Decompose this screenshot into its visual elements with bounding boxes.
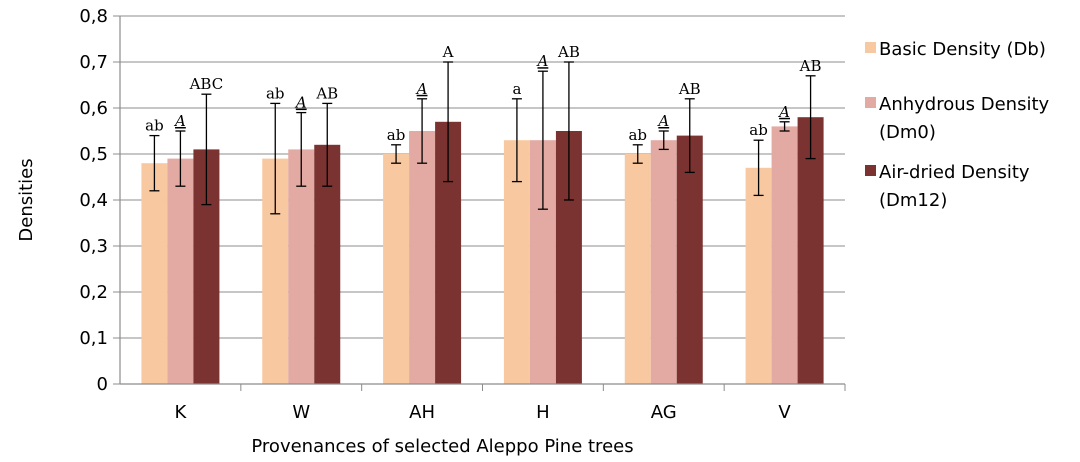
x-tick-label: W [292,402,310,423]
legend-label: Anhydrous Density (Dm0) [879,94,1050,143]
bar [745,167,772,384]
significance-label: ab [628,126,647,144]
significance-label: A [777,103,790,121]
bar [650,140,677,384]
bar [167,158,194,384]
x-tick-label: AH [409,402,435,423]
legend-swatch [865,97,876,108]
bar [797,117,824,384]
bar [409,131,436,384]
x-tick-label: H [536,402,550,423]
legend-swatch [865,165,876,176]
x-tick-label: AG [651,402,677,423]
significance-label: AB [315,84,338,102]
legend-label: Basic Density (Db) [879,39,1046,60]
significance-label: A [442,43,454,61]
y-tick-label: 0,6 [79,98,108,119]
bar [141,163,168,384]
significance-label: a [512,80,521,98]
legend-swatch [865,42,876,53]
y-tick-label: 0,5 [79,144,108,165]
y-tick-label: 0,3 [79,236,108,257]
significance-label: A [173,112,186,130]
significance-label: ABC [189,75,224,93]
bar [383,154,410,384]
bars [141,117,824,385]
error-bars [149,61,816,215]
y-tick-label: 0,4 [79,190,108,211]
y-axis-ticks: 0 0,1 0,2 0,3 0,4 0,5 0,6 0,7 0,8 [79,6,120,395]
x-tick-label: V [778,402,791,423]
x-axis-ticks: K W AH H AG V [175,384,846,423]
y-tick-label: 0,7 [79,52,108,73]
significance-label: A [415,80,428,98]
y-axis-title: Densities [16,158,37,241]
significance-label: A [294,94,307,112]
significance-label: A [535,52,548,70]
y-tick-label: 0,1 [79,328,108,349]
bar [771,126,798,385]
x-axis-title: Provenances of selected Aleppo Pine tree… [251,436,633,457]
y-tick-label: 0,2 [79,282,108,303]
legend-label: Air-dried Density (Dm12) [879,162,1030,211]
legend: Basic Density (Db) Anhydrous Density (Dm0)… [865,39,1050,211]
significance-label: AB [799,57,822,75]
significance-label: AB [557,43,580,61]
x-tick-label: K [175,402,188,423]
y-tick-label: 0 [97,374,108,395]
bar [676,135,703,384]
significance-label: ab [266,84,285,102]
gridlines [120,15,845,339]
significance-label: AB [678,80,701,98]
significance-label: ab [145,117,164,135]
y-tick-label: 0,8 [79,6,108,27]
significance-label: A [656,112,669,130]
bar [624,154,651,384]
significance-label: ab [749,121,768,139]
bar [288,149,315,384]
significance-label: ab [387,126,406,144]
